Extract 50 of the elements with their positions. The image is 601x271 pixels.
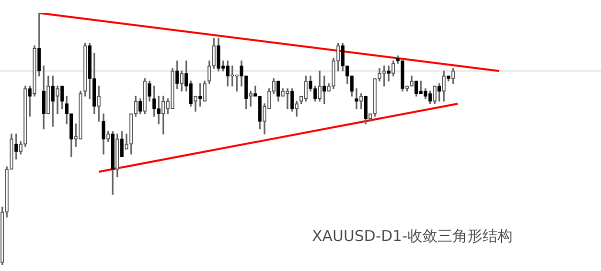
- candlestick: [308, 76, 312, 92]
- candlestick: [286, 88, 290, 110]
- candlestick: [18, 141, 23, 154]
- candlestick: [202, 80, 207, 102]
- candlestick: [230, 66, 234, 86]
- candlestick: [180, 70, 184, 92]
- candlestick: [340, 42, 345, 72]
- candlestick: [414, 80, 418, 96]
- candlestick: [424, 88, 428, 100]
- candlestick: [37, 13, 41, 76]
- candlestick: [78, 90, 82, 140]
- candlestick: [23, 86, 28, 147]
- candlestick: [32, 45, 36, 96]
- candlestick: [56, 86, 60, 114]
- candlestick: [106, 131, 110, 142]
- candlestick: [350, 76, 354, 96]
- candlestick: [240, 60, 244, 86]
- candlestick: [120, 131, 124, 157]
- candlestick: [175, 60, 179, 89]
- candlestick: [442, 70, 446, 102]
- candlestick: [83, 42, 87, 96]
- candlestick: [102, 113, 106, 154]
- candlestick: [14, 134, 18, 160]
- candlestick: [244, 76, 248, 110]
- candlestick: [400, 60, 404, 92]
- annotation: XAUUSD-D1-收敛三角形结构: [312, 226, 512, 245]
- candlestick: [446, 76, 450, 82]
- candlestick: [88, 42, 92, 100]
- candlestick: [378, 68, 382, 82]
- candlestick: [148, 80, 152, 102]
- candlestick: [226, 60, 230, 86]
- candlestick: [143, 78, 147, 114]
- candlestick: [391, 60, 396, 76]
- candlestick: [212, 38, 216, 69]
- candlestick: [207, 60, 212, 84]
- candlestick: [382, 66, 386, 86]
- candlestick: [110, 131, 115, 195]
- candlestick: [0, 206, 4, 265]
- candlestick: [354, 88, 358, 110]
- candlestick: [276, 80, 280, 102]
- candlestick: [194, 96, 198, 112]
- candlestick: [345, 66, 350, 84]
- candlestick: [410, 76, 414, 86]
- candlestick: [124, 134, 128, 150]
- candlestick: [92, 52, 96, 114]
- candlestick: [386, 66, 391, 82]
- candlestick: [115, 134, 120, 178]
- candlestick: [170, 68, 174, 110]
- candlestick: [216, 38, 220, 72]
- candlestick: [451, 68, 455, 84]
